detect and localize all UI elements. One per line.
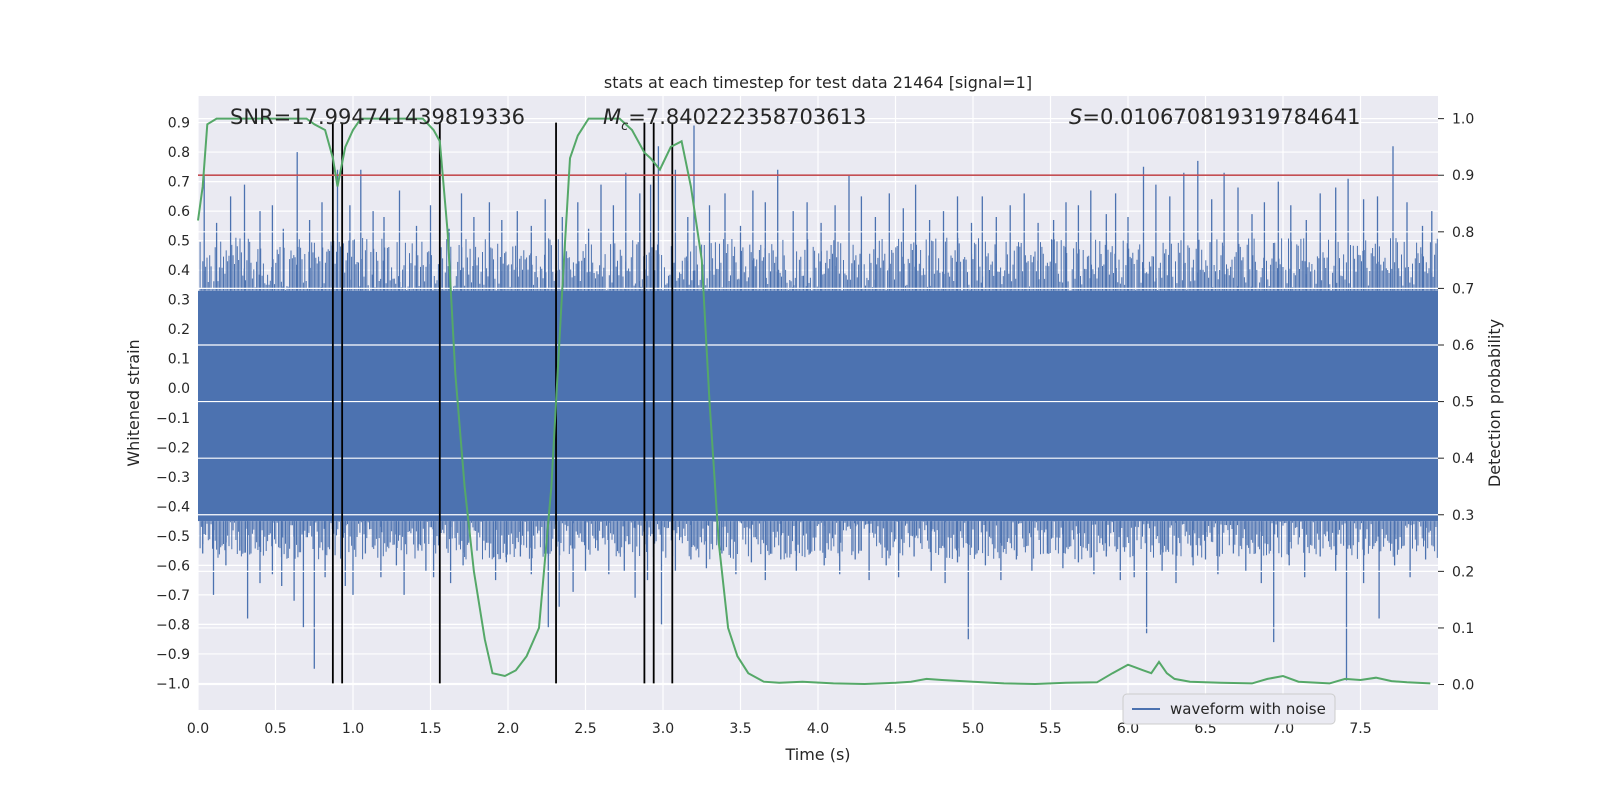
- x-tick-label: 2.0: [497, 721, 519, 737]
- legend: waveform with noise: [1122, 693, 1336, 725]
- chirp-mass-subscript: c: [621, 119, 628, 134]
- x-tick-label: 4.0: [807, 721, 829, 737]
- y-axis-label: Whitened strain: [124, 339, 143, 466]
- x-tick-label: 1.0: [342, 721, 364, 737]
- y2-tick-label: 0.0: [1452, 678, 1474, 694]
- s-value: =0.010670819319784641: [1082, 105, 1360, 129]
- x-tick-label: 3.0: [652, 721, 674, 737]
- y-tick-label: −0.8: [156, 617, 190, 633]
- y-tick-label: 0.7: [168, 175, 190, 191]
- x-tick-label: 3.5: [729, 721, 751, 737]
- x-tick-label: 6.5: [1194, 721, 1216, 737]
- y-tick-label: −0.6: [156, 558, 190, 574]
- x-tick-label: 0.5: [264, 721, 286, 737]
- x-tick-label: 0.0: [187, 721, 209, 737]
- y-tick-label: −0.7: [156, 588, 190, 604]
- s-annotation: S=0.010670819319784641: [1069, 105, 1360, 129]
- y-tick-label: 0.3: [168, 293, 190, 309]
- y-tick-label: 0.8: [168, 145, 190, 161]
- y2-tick-label: 1.0: [1452, 112, 1474, 128]
- y-tick-label: 0.9: [168, 116, 190, 132]
- y-axis-ticks: 0.9 0.8 0.7 0.6 0.5 0.4 0.3 0.2 0.1 0.0 −0.1 −0.2 −0…: [156, 116, 190, 693]
- y2-tick-label: 0.1: [1452, 621, 1474, 637]
- chart-title: stats at each timestep for test data 214…: [604, 73, 1032, 92]
- y2-tick-label: 0.5: [1452, 395, 1474, 411]
- x-tick-label: 2.5: [574, 721, 596, 737]
- vertical-lines: [331, 122, 674, 684]
- s-symbol: S: [1069, 105, 1082, 129]
- x-axis-label: Time (s): [784, 745, 850, 764]
- y2-tick-label: 0.9: [1452, 168, 1474, 184]
- chirp-mass-symbol: M: [603, 105, 621, 129]
- x-tick-label: 7.5: [1349, 721, 1371, 737]
- x-tick-label: 1.5: [419, 721, 441, 737]
- y-tick-label: 0.1: [168, 352, 190, 368]
- y-tick-label: −0.9: [156, 647, 190, 663]
- legend-label: waveform with noise: [1170, 700, 1326, 718]
- y-tick-label: −0.3: [156, 470, 190, 486]
- waveform-texture: [199, 237, 1438, 560]
- y2-tick-label: 0.8: [1452, 225, 1474, 241]
- waveform-series: [198, 125, 1438, 681]
- y-tick-label: −0.4: [156, 499, 190, 515]
- y-tick-label: 0.4: [168, 263, 190, 279]
- y2-tick-label: 0.4: [1452, 451, 1474, 467]
- chirp-mass-annotation: Mc=7.840222358703613: [603, 105, 866, 134]
- y-tick-label: −0.2: [156, 440, 190, 456]
- y-tick-label: 0.2: [168, 322, 190, 338]
- x-axis-ticks: 0.0 0.5 1.0 1.5 2.0 2.5 3.0 3.5 4.0 4.5 5.0 5.5 6.0 6…: [187, 721, 1372, 737]
- y-tick-label: 0.6: [168, 204, 190, 220]
- x-tick-label: 7.0: [1272, 721, 1294, 737]
- x-tick-label: 5.5: [1039, 721, 1061, 737]
- y2-tick-label: 0.6: [1452, 338, 1474, 354]
- y-tick-label: 0.0: [168, 381, 190, 397]
- y2-tick-label: 0.7: [1452, 281, 1474, 297]
- x-tick-label: 5.0: [962, 721, 984, 737]
- x-tick-label: 4.5: [884, 721, 906, 737]
- y2-tick-label: 0.2: [1452, 564, 1474, 580]
- y2-tick-label: 0.3: [1452, 508, 1474, 524]
- chirp-mass-value: =7.840222358703613: [628, 105, 866, 129]
- legend-box: [1122, 693, 1336, 725]
- y2-axis-label: Detection probability: [1485, 319, 1504, 487]
- x-tick-label: 6.0: [1117, 721, 1139, 737]
- probability-series: [197, 117, 1431, 686]
- probability-line: [197, 117, 1431, 686]
- y-tick-label: −0.1: [156, 411, 190, 427]
- y-tick-label: −1.0: [156, 676, 190, 692]
- waveform-dense-band: [198, 290, 1438, 522]
- y2-axis-ticks: 1.0 0.9 0.8 0.7 0.6 0.5 0.4 0.3 0.2 0.1 0.0: [1438, 112, 1474, 694]
- snr-annotation: SNR=17.994741439819336: [230, 105, 525, 129]
- y-tick-label: −0.5: [156, 529, 190, 545]
- y-tick-label: 0.5: [168, 234, 190, 250]
